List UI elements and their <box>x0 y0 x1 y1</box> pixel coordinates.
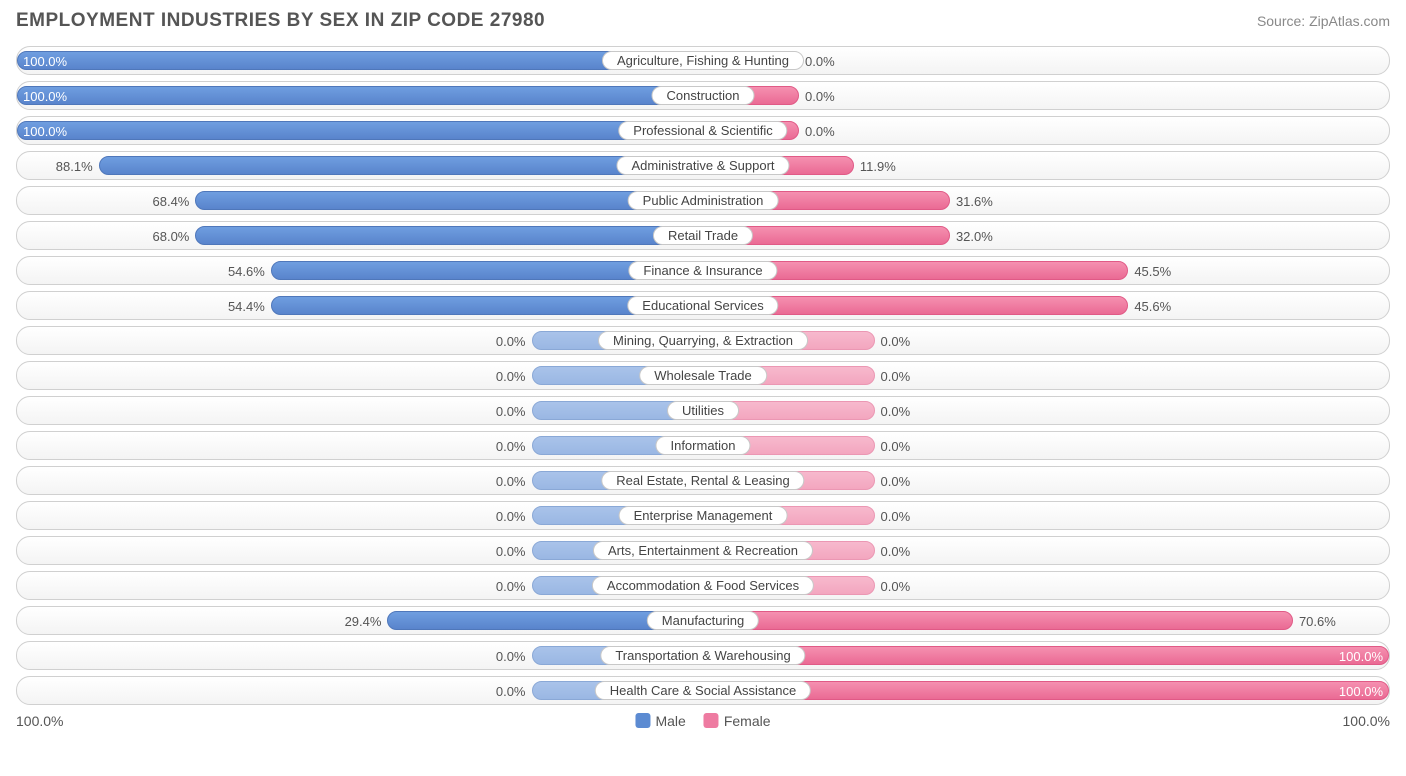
male-pct-label: 29.4% <box>345 607 382 636</box>
male-pct-label: 0.0% <box>496 432 526 461</box>
chart-row: 100.0% 0.0%Agriculture, Fishing & Hunting <box>16 46 1390 75</box>
male-pct-label: 0.0% <box>496 327 526 356</box>
male-pct-label: 54.6% <box>228 257 265 286</box>
female-pct-label: 0.0% <box>805 47 835 76</box>
male-pct-label: 0.0% <box>496 467 526 496</box>
legend-male: Male <box>635 713 685 729</box>
chart-row: 0.0% 0.0% Enterprise Management <box>16 501 1390 530</box>
female-pct-label: 100.0% <box>1339 677 1383 706</box>
female-pct-label: 100.0% <box>1339 642 1383 671</box>
female-pct-label: 0.0% <box>805 82 835 111</box>
female-pct-label: 0.0% <box>881 327 911 356</box>
row-label: Information <box>655 436 750 455</box>
row-label: Administrative & Support <box>616 156 789 175</box>
male-bar <box>195 226 703 245</box>
male-pct-label: 100.0% <box>23 82 67 111</box>
chart-row: 100.0% 0.0% Professional & Scientific <box>16 116 1390 145</box>
row-label: Retail Trade <box>653 226 753 245</box>
chart-row: 100.0% 0.0% Construction <box>16 81 1390 110</box>
female-pct-label: 0.0% <box>881 537 911 566</box>
male-pct-label: 100.0% <box>23 47 67 76</box>
chart-row: 0.0% 0.0% Arts, Entertainment & Recreation <box>16 536 1390 565</box>
female-swatch-icon <box>704 713 719 728</box>
female-pct-label: 0.0% <box>881 467 911 496</box>
male-bar <box>17 51 703 70</box>
female-pct-label: 31.6% <box>956 187 993 216</box>
female-pct-label: 0.0% <box>881 572 911 601</box>
male-swatch-icon <box>635 713 650 728</box>
row-label: Public Administration <box>628 191 779 210</box>
row-label: Construction <box>652 86 755 105</box>
female-pct-label: 45.5% <box>1134 257 1171 286</box>
chart-row: 0.0% 0.0% Utilities <box>16 396 1390 425</box>
row-label: Wholesale Trade <box>639 366 767 385</box>
chart-row: 0.0% 0.0% Accommodation & Food Services <box>16 571 1390 600</box>
chart-row: 29.4% 70.6% Manufacturing <box>16 606 1390 635</box>
male-pct-label: 68.0% <box>153 222 190 251</box>
chart-row: 0.0% 0.0% Information <box>16 431 1390 460</box>
row-label: Health Care & Social Assistance <box>595 681 811 700</box>
female-pct-label: 32.0% <box>956 222 993 251</box>
chart-row: 0.0% 0.0% Real Estate, Rental & Leasing <box>16 466 1390 495</box>
female-pct-label: 70.6% <box>1299 607 1336 636</box>
chart-row: 54.4% 45.6% Educational Services <box>16 291 1390 320</box>
row-label: Finance & Insurance <box>628 261 777 280</box>
chart-footer: 100.0% Male Female 100.0% <box>16 713 1390 735</box>
female-pct-label: 0.0% <box>805 117 835 146</box>
chart-row: 0.0% 0.0% Mining, Quarrying, & Extraction <box>16 326 1390 355</box>
row-label: Educational Services <box>627 296 778 315</box>
chart-header: EMPLOYMENT INDUSTRIES BY SEX IN ZIP CODE… <box>16 10 1390 32</box>
male-pct-label: 0.0% <box>496 572 526 601</box>
male-pct-label: 0.0% <box>496 502 526 531</box>
female-pct-label: 45.6% <box>1134 292 1171 321</box>
chart-title: EMPLOYMENT INDUSTRIES BY SEX IN ZIP CODE… <box>16 10 545 32</box>
chart-row: 68.0% 32.0% Retail Trade <box>16 221 1390 250</box>
male-bar <box>17 121 703 140</box>
chart-row: 0.0% 100.0% Transportation & Warehousing <box>16 641 1390 670</box>
axis-right-label: 100.0% <box>1343 713 1390 729</box>
male-bar <box>17 86 703 105</box>
chart-row: 0.0% 100.0% Health Care & Social Assistanc… <box>16 676 1390 705</box>
female-pct-label: 0.0% <box>881 502 911 531</box>
male-bar <box>99 156 703 175</box>
female-pct-label: 0.0% <box>881 397 911 426</box>
row-label: Agriculture, Fishing & Hunting <box>602 51 804 70</box>
male-pct-label: 100.0% <box>23 117 67 146</box>
female-bar <box>703 646 1389 665</box>
chart-row: 88.1% 11.9% Administrative & Support <box>16 151 1390 180</box>
row-label: Utilities <box>667 401 739 420</box>
chart-row: 54.6% 45.5% Finance & Insurance <box>16 256 1390 285</box>
female-pct-label: 11.9% <box>860 152 896 181</box>
row-label: Professional & Scientific <box>618 121 787 140</box>
row-label: Enterprise Management <box>619 506 788 525</box>
legend: Male Female <box>635 713 770 729</box>
row-label: Mining, Quarrying, & Extraction <box>598 331 808 350</box>
row-label: Manufacturing <box>647 611 759 630</box>
male-pct-label: 54.4% <box>228 292 265 321</box>
male-pct-label: 88.1% <box>56 152 93 181</box>
row-label: Real Estate, Rental & Leasing <box>601 471 804 490</box>
female-pct-label: 0.0% <box>881 362 911 391</box>
male-pct-label: 0.0% <box>496 642 526 671</box>
female-bar <box>703 611 1293 630</box>
chart-row: 0.0% 0.0% Wholesale Trade <box>16 361 1390 390</box>
row-label: Transportation & Warehousing <box>600 646 805 665</box>
chart-source: Source: ZipAtlas.com <box>1257 13 1390 29</box>
legend-female: Female <box>704 713 771 729</box>
row-label: Accommodation & Food Services <box>592 576 814 595</box>
male-pct-label: 0.0% <box>496 362 526 391</box>
male-pct-label: 0.0% <box>496 677 526 706</box>
row-label: Arts, Entertainment & Recreation <box>593 541 813 560</box>
diverging-bar-chart: 100.0%0.0%Agriculture, Fishing & Hunting… <box>16 46 1390 705</box>
chart-row: 68.4% 31.6% Public Administration <box>16 186 1390 215</box>
female-pct-label: 0.0% <box>881 432 911 461</box>
male-pct-label: 0.0% <box>496 397 526 426</box>
male-pct-label: 68.4% <box>153 187 190 216</box>
male-pct-label: 0.0% <box>496 537 526 566</box>
axis-left-label: 100.0% <box>16 713 63 729</box>
